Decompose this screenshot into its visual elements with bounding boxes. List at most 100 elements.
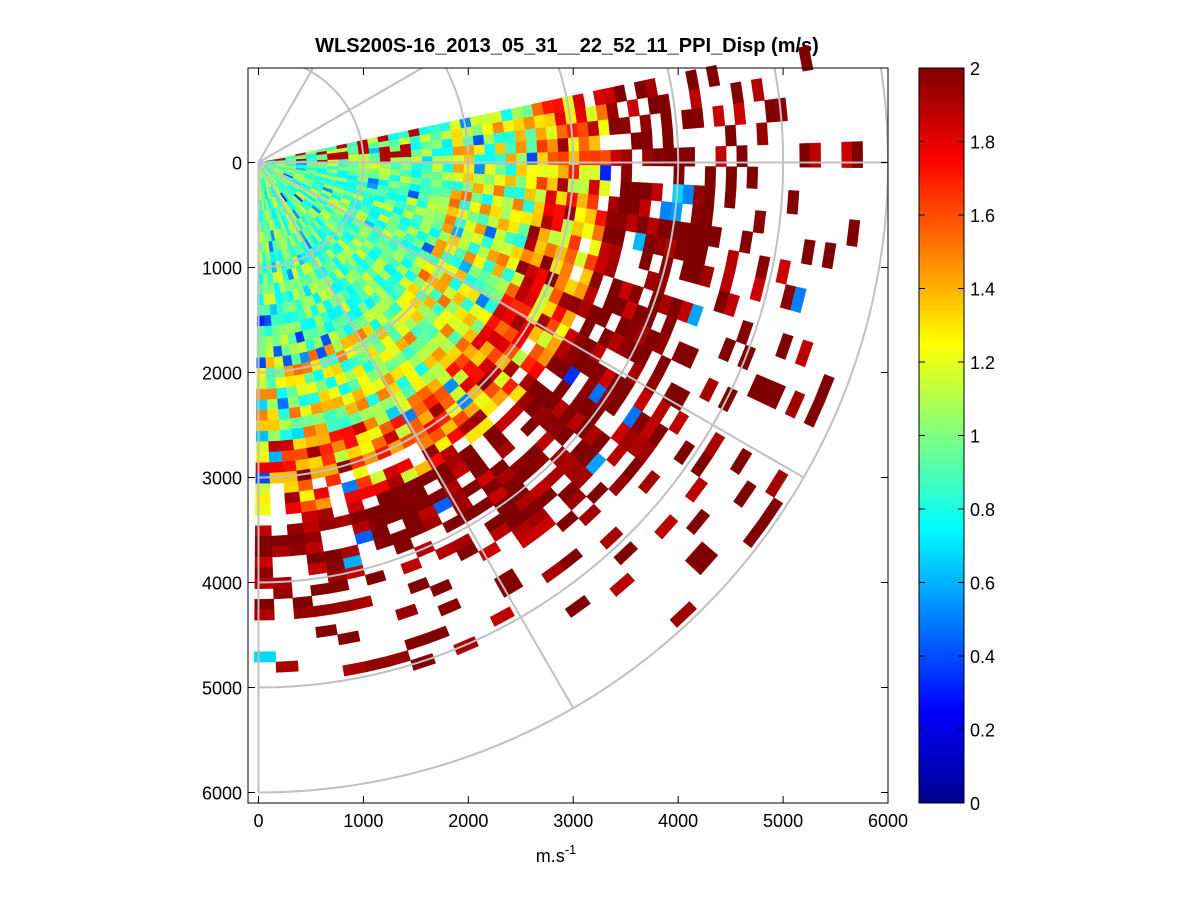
ppi-cell xyxy=(492,121,505,134)
ppi-cell xyxy=(586,194,600,211)
ppi-cell xyxy=(708,225,723,249)
ppi-cell xyxy=(271,335,282,347)
ppi-cell xyxy=(364,569,387,586)
ppi-cell xyxy=(589,165,601,181)
ppi-cell xyxy=(525,176,538,190)
ppi-cell xyxy=(280,344,291,357)
ppi-cell xyxy=(267,419,280,432)
ppi-cell xyxy=(536,164,549,178)
colorbar: 0 0.2 0.4 0.6 0.8 1 1.2 1.4 1.6 1.8 2 xyxy=(918,59,995,814)
ppi-cell xyxy=(279,429,293,442)
x-tick-label: 2000 xyxy=(448,811,488,831)
ppi-cell xyxy=(703,185,716,207)
y-tick-label: 1000 xyxy=(202,259,242,279)
ppi-cell xyxy=(803,398,825,428)
ppi-cell xyxy=(682,184,695,205)
ppi-cell xyxy=(390,151,402,159)
ppi-cell xyxy=(262,294,270,306)
ppi-cell xyxy=(620,165,633,183)
ppi-cell xyxy=(717,337,737,363)
ppi-cell xyxy=(821,242,837,270)
ppi-cell xyxy=(503,186,516,199)
ppi-cell xyxy=(393,538,415,555)
ppi-cell xyxy=(266,398,279,411)
ppi-cell xyxy=(733,480,757,508)
ppi-cell xyxy=(358,163,370,169)
ppi-cell xyxy=(524,188,537,202)
ppi-cell xyxy=(264,346,275,358)
ppi-cell xyxy=(578,165,591,181)
ppi-cell xyxy=(597,119,611,136)
colorbar-tick-label: 0.4 xyxy=(970,647,995,667)
ppi-cell xyxy=(379,151,391,159)
ppi-cell xyxy=(541,561,566,584)
ppi-cell xyxy=(556,124,569,140)
polar-grid xyxy=(257,68,888,794)
ppi-cell xyxy=(715,145,727,167)
ppi-cell xyxy=(641,131,653,150)
ppi-cell xyxy=(493,132,506,145)
ppi-cell xyxy=(617,197,631,215)
ppi-cell xyxy=(261,241,266,253)
ppi-cell xyxy=(278,418,292,431)
ppi-cell xyxy=(557,137,570,153)
ppi-cell xyxy=(293,606,315,620)
ppi-cell xyxy=(578,503,602,527)
ppi-cell xyxy=(650,182,664,202)
y-axis-ticks: 0 1000 2000 3000 4000 5000 6000 xyxy=(202,154,888,804)
ppi-cell xyxy=(452,172,465,183)
y-tick-label: 2000 xyxy=(202,364,242,384)
ppi-cell xyxy=(799,142,811,168)
ppi-cell xyxy=(605,102,620,120)
ppi-cell xyxy=(484,164,496,176)
ppi-cell xyxy=(742,519,768,549)
ppi-cell xyxy=(555,191,568,207)
ppi-cell xyxy=(276,313,286,326)
ppi-cell xyxy=(700,205,715,227)
colorbar-tick-label: 1.6 xyxy=(970,206,995,226)
ppi-cell xyxy=(421,170,433,180)
ppi-cell xyxy=(267,440,282,453)
ppi-cell xyxy=(578,136,591,152)
ppi-cell xyxy=(421,163,433,172)
ppi-cell xyxy=(442,171,454,182)
ppi-cell xyxy=(692,548,719,576)
ppi-cell xyxy=(273,356,284,368)
ppi-cell xyxy=(790,286,807,314)
ppi-cell xyxy=(315,624,338,638)
ppi-cell xyxy=(798,45,814,72)
ppi-cell xyxy=(699,265,715,288)
ppi-cell xyxy=(515,175,527,189)
ppi-cell xyxy=(547,164,559,179)
ppi-cell xyxy=(729,447,753,475)
ppi-cell xyxy=(725,166,738,188)
ppi-cell xyxy=(588,135,601,152)
x-tick-label: 5000 xyxy=(763,811,803,831)
ppi-cell xyxy=(638,199,652,218)
ppi-cell xyxy=(442,146,454,157)
ppi-cell xyxy=(430,131,443,142)
ppi-cell xyxy=(266,388,278,400)
ppi-cell xyxy=(494,174,507,187)
plot-area: 0 1000 2000 3000 4000 5000 6000 0 1000 2000 3000 4… xyxy=(202,45,908,831)
ppi-cell xyxy=(501,196,515,210)
ppi-cell xyxy=(437,597,462,617)
ppi-cell xyxy=(851,141,864,169)
ppi-cell xyxy=(749,277,766,302)
ppi-cell xyxy=(337,630,361,646)
ppi-cell xyxy=(254,609,275,621)
colorbar-tick-label: 0.2 xyxy=(970,721,995,741)
ppi-cell xyxy=(400,169,412,178)
ppi-cell xyxy=(288,406,302,420)
ppi-cell xyxy=(410,149,423,158)
ppi-cell xyxy=(431,139,443,150)
ppi-cell xyxy=(613,541,639,566)
ppi-cell xyxy=(451,180,464,192)
ppi-cell xyxy=(276,387,288,400)
ppi-cell xyxy=(494,142,507,155)
ppi-cell xyxy=(327,155,339,161)
ppi-cell xyxy=(271,324,280,337)
ppi-cell xyxy=(451,137,464,148)
ppi-cell xyxy=(280,449,296,463)
ppi-cell xyxy=(395,603,419,621)
